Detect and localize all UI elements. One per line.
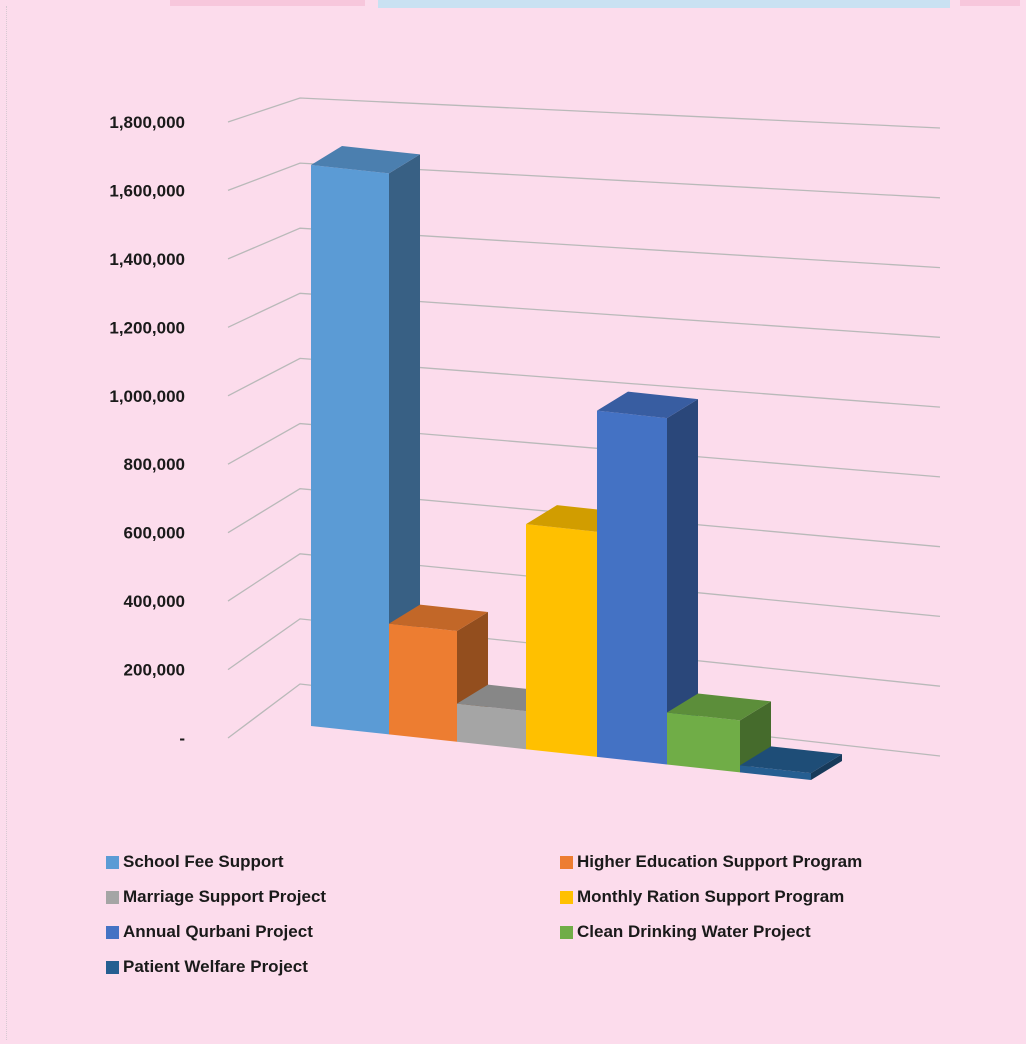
bar-side [811, 754, 842, 780]
y-tick-label: 1,600,000 [109, 181, 185, 200]
gridline [227, 292, 941, 338]
legend-item: Patient Welfare Project [106, 957, 560, 977]
legend-label: Higher Education Support Program [577, 852, 863, 871]
y-tick-label: 1,200,000 [109, 318, 185, 337]
legend-label: Clean Drinking Water Project [577, 922, 811, 941]
bar [311, 146, 420, 735]
bar-top [597, 391, 698, 419]
y-tick-label: 1,800,000 [109, 113, 185, 132]
bar-front [597, 410, 667, 765]
bar-front [740, 765, 811, 780]
legend-label: Marriage Support Project [123, 887, 327, 906]
bar-side [389, 154, 420, 735]
bars [311, 146, 842, 780]
bar-front [311, 165, 389, 735]
gridline [227, 488, 941, 548]
gridline [227, 357, 941, 408]
bar-top [740, 746, 842, 774]
legend-swatch [106, 925, 119, 939]
gridline [227, 618, 941, 687]
legend-swatch [106, 855, 119, 869]
y-tick-label: 1,000,000 [109, 387, 185, 406]
legend-item: Monthly Ration Support Program [560, 887, 980, 907]
y-tick-label: 600,000 [124, 524, 185, 543]
y-tick-label: 1,400,000 [109, 250, 185, 269]
legend-swatch [106, 960, 119, 974]
legend-item: School Fee Support [106, 852, 560, 872]
bar-front [457, 703, 526, 750]
legend-item: Clean Drinking Water Project [560, 922, 980, 942]
legend-swatch [560, 890, 573, 904]
top-strip-right [960, 0, 1020, 6]
bar [597, 391, 698, 765]
bar-top [311, 146, 420, 174]
bar [740, 746, 842, 780]
bar-side [667, 399, 698, 765]
gridline [227, 422, 941, 478]
y-tick-label: 400,000 [124, 592, 185, 611]
bar-top [667, 693, 771, 721]
y-tick-label: 200,000 [124, 661, 185, 680]
bar-front [526, 524, 597, 757]
gridline [227, 553, 941, 618]
page-frame [6, 6, 1021, 1040]
y-tick-label: - [179, 729, 185, 748]
top-strip-left [170, 0, 365, 6]
legend-swatch [106, 890, 119, 904]
gridline [227, 162, 941, 199]
gridline [227, 97, 941, 129]
legend-item: Marriage Support Project [106, 887, 560, 907]
legend-item: Higher Education Support Program [560, 852, 980, 872]
legend-label: School Fee Support [123, 852, 284, 871]
legend-swatch [560, 855, 573, 869]
bar-chart: - 200,000 400,000 600,000 800,000 1,000,000 1,… [109, 97, 941, 780]
legend-swatch [560, 925, 573, 939]
legend-item: Annual Qurbani Project [106, 922, 560, 942]
y-tick-label: 800,000 [124, 455, 185, 474]
bar-top [389, 604, 488, 631]
legend-label: Annual Qurbani Project [123, 922, 313, 941]
bar-front [389, 623, 457, 742]
gridline [227, 227, 941, 269]
top-strip-center [378, 0, 950, 8]
legend: School Fee Support Higher Education Suppo… [106, 852, 986, 977]
legend-label: Patient Welfare Project [123, 957, 308, 976]
bar-front [667, 712, 740, 773]
y-axis-tick-labels: - 200,000 400,000 600,000 800,000 1,000,000 1,… [109, 113, 185, 748]
legend-label: Monthly Ration Support Program [577, 887, 845, 906]
